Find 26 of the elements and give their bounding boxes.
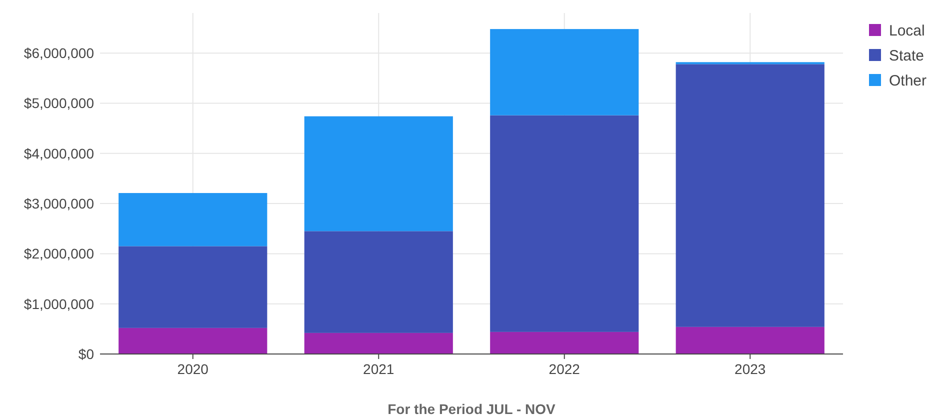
- y-tick-label: $0: [78, 346, 94, 362]
- bar: [490, 332, 639, 354]
- legend-label: State: [889, 47, 924, 64]
- x-axis-title: For the Period JUL - NOV: [388, 401, 556, 417]
- x-tick-label: 2023: [734, 361, 766, 377]
- bar: [304, 231, 453, 333]
- x-tick-label: 2021: [363, 361, 394, 377]
- bar: [676, 326, 824, 354]
- bar: [490, 29, 639, 116]
- bar: [304, 116, 453, 232]
- bar: [118, 246, 268, 328]
- bar: [118, 328, 268, 354]
- y-tick-label: $4,000,000: [24, 145, 94, 162]
- y-tick-label: $1,000,000: [24, 296, 94, 312]
- y-tick-label: $2,000,000: [24, 246, 94, 262]
- y-tick-label: $5,000,000: [24, 95, 94, 112]
- y-tick-label: $6,000,000: [24, 45, 94, 62]
- bar: [676, 64, 824, 327]
- legend-label: Local: [889, 22, 925, 40]
- x-tick-label: 2020: [177, 361, 209, 377]
- y-tick-label: $3,000,000: [24, 195, 94, 212]
- legend-label: Other: [889, 72, 927, 90]
- bar: [304, 332, 453, 354]
- bar: [490, 115, 639, 332]
- x-tick-label: 2022: [548, 361, 580, 377]
- bar: [118, 193, 268, 246]
